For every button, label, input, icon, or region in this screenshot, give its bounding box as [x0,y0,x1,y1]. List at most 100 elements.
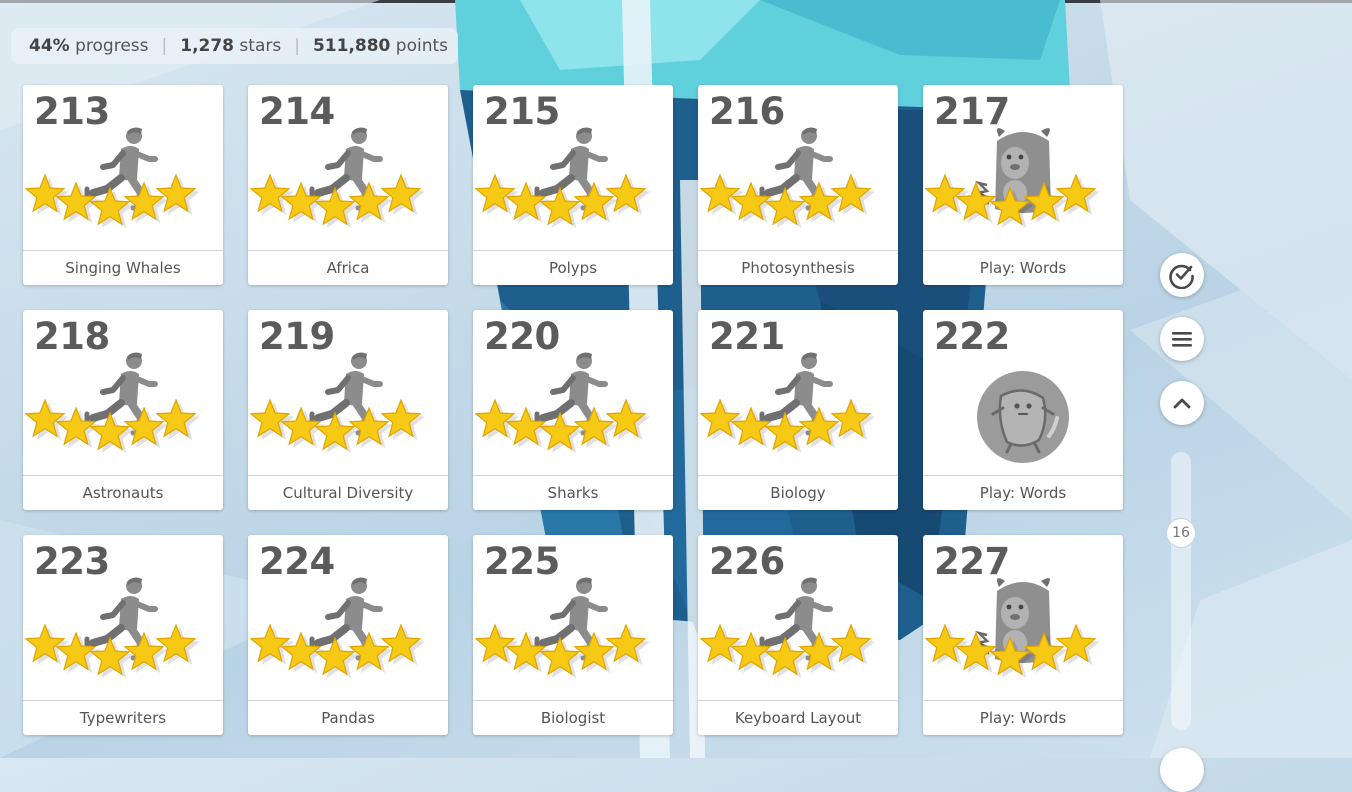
card-divider [698,250,898,251]
locked-monster-figure [977,371,1069,463]
runner-icon [24,127,200,228]
lesson-title: Play: Words [979,709,1067,727]
lesson-card[interactable]: 225 Biologist [473,535,673,735]
runner-icon [699,352,875,453]
progress-label: progress [75,36,149,56]
star-icon [573,181,615,221]
star-icon [830,173,872,213]
lesson-number: 227 [934,540,1010,583]
star-icon [539,186,581,226]
star-icon [314,186,356,226]
lesson-title: Biologist [540,709,606,727]
lesson-card[interactable]: 219 Cultural Diversity [248,310,448,510]
star-icon [989,186,1031,226]
star-icon [348,406,390,446]
lesson-card[interactable]: 216 Photosynthesis [698,85,898,285]
lesson-number: 224 [259,540,335,583]
lesson-card[interactable]: 214 Africa [248,85,448,285]
lesson-number: 215 [484,90,560,133]
card-divider [473,475,673,476]
lesson-grid: 213 Singing Whales 214 Africa 215 Polyps 21… [23,85,1123,735]
star-icon [24,398,66,438]
star-icon [1055,623,1097,663]
progress-summary: 44% progress | 1,278 stars | 511,880 poi… [11,28,458,64]
star-icon [924,173,966,213]
star-icon [55,406,97,446]
lesson-number: 214 [259,90,335,133]
lesson-card[interactable]: 227 Play: Words [923,535,1123,735]
lesson-title: Cultural Diversity [282,484,414,502]
star-icon [505,181,547,221]
star-icon [249,173,291,213]
scroll-up-button[interactable] [1160,381,1204,425]
check-button[interactable] [1160,253,1204,297]
card-divider [23,250,223,251]
points-label: points [395,36,449,56]
level-scroll-track[interactable] [1171,452,1191,730]
stars-label: stars [239,36,282,56]
runner-icon [474,577,650,678]
star-icon [924,623,966,663]
star-icon [155,398,197,438]
lesson-number: 222 [934,315,1010,358]
lesson-card[interactable]: 213 Singing Whales [23,85,223,285]
lesson-title: Play: Words [979,484,1067,502]
points-value: 511,880 [312,36,391,56]
star-icon [123,406,165,446]
star-icon [764,636,806,676]
star-icon [699,623,741,663]
star-icon [24,623,66,663]
star-icon [505,631,547,671]
star-icon [55,181,97,221]
scroll-down-button[interactable] [1160,748,1204,792]
star-icon [280,631,322,671]
star-icon [798,181,840,221]
runner-icon [699,127,875,228]
star-icon [55,631,97,671]
lesson-title: Photosynthesis [741,259,855,277]
lesson-card[interactable]: 220 Sharks [473,310,673,510]
lesson-card[interactable]: 217 Play: Words [923,85,1123,285]
star-icon [955,631,997,671]
runner-icon [699,577,875,678]
lesson-card[interactable]: 218 Astronauts [23,310,223,510]
star-icon [380,623,422,663]
lesson-number: 223 [34,540,110,583]
menu-button[interactable] [1160,317,1204,361]
lesson-number: 221 [709,315,785,358]
lesson-title: Keyboard Layout [734,709,862,727]
lesson-number: 226 [709,540,785,583]
lesson-card[interactable]: 215 Polyps [473,85,673,285]
lesson-card[interactable]: 224 Pandas [248,535,448,735]
lesson-number: 216 [709,90,785,133]
lesson-card[interactable]: 221 Biology [698,310,898,510]
lesson-card[interactable]: 223 Typewriters [23,535,223,735]
card-divider [23,700,223,701]
star-icon [539,636,581,676]
lesson-title: Sharks [547,484,599,502]
card-divider [473,250,673,251]
star-icon [798,406,840,446]
star-icon [830,623,872,663]
card-divider [23,475,223,476]
star-icon [605,173,647,213]
lesson-title: Play: Words [979,259,1067,277]
star-icon [348,181,390,221]
star-icon [1055,173,1097,213]
lesson-card[interactable]: 222 Play: Words [923,310,1123,510]
star-icon [474,398,516,438]
lesson-number: 219 [259,315,335,358]
star-icon [89,636,131,676]
card-divider [698,700,898,701]
star-icon [123,631,165,671]
star-icon [955,181,997,221]
lesson-card[interactable]: 226 Keyboard Layout [698,535,898,735]
star-icon [798,631,840,671]
lesson-number: 220 [484,315,560,358]
runner-figure [534,127,608,211]
star-icon [730,631,772,671]
level-scroll-thumb[interactable]: 16 [1166,518,1196,548]
star-icon [505,406,547,446]
star-icon [699,398,741,438]
lesson-number: 225 [484,540,560,583]
